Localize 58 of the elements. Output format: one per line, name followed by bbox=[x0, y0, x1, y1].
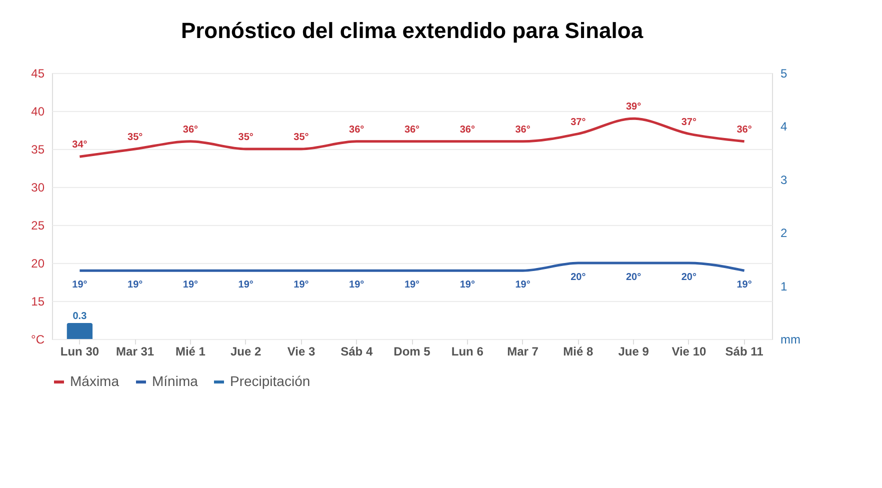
data-label: 36° bbox=[515, 124, 530, 136]
data-label: 20° bbox=[570, 272, 586, 283]
data-label: 0.3 bbox=[72, 311, 88, 322]
data-label: 37° bbox=[570, 116, 586, 128]
data-label: 36° bbox=[349, 124, 364, 136]
y2-tick-label: 3 bbox=[780, 172, 788, 187]
data-label: 35° bbox=[238, 132, 254, 143]
data-label: 36° bbox=[182, 124, 198, 136]
data-label: 19° bbox=[128, 280, 143, 291]
y-tick-label: °C bbox=[31, 332, 45, 346]
data-label: 19° bbox=[515, 280, 530, 291]
y-tick-label: 20 bbox=[31, 256, 45, 270]
y-tick-label: 35 bbox=[31, 142, 45, 156]
y2-tick-label: 1 bbox=[780, 279, 788, 294]
data-label: 19° bbox=[349, 280, 364, 291]
legend-label: Precipitación bbox=[230, 373, 310, 389]
x-tick-label: Vie 3 bbox=[287, 344, 316, 358]
chart-title: Pronóstico del clima extendido para Sinaloa bbox=[180, 18, 644, 43]
x-tick-label: Jue 2 bbox=[230, 344, 262, 358]
data-label: 39° bbox=[626, 102, 642, 113]
x-tick-label: Mié 8 bbox=[563, 344, 594, 358]
data-label: 36° bbox=[736, 124, 752, 136]
y2-tick-label: 2 bbox=[780, 226, 788, 240]
legend-label: Mínima bbox=[152, 373, 198, 389]
data-label: 20° bbox=[681, 272, 696, 283]
x-tick-label: Sáb 11 bbox=[725, 344, 764, 358]
y-tick-label: 45 bbox=[31, 66, 45, 80]
data-label: 36° bbox=[460, 124, 475, 136]
x-tick-label: Mié 1 bbox=[175, 344, 206, 358]
x-tick-label: Jue 9 bbox=[618, 344, 650, 358]
y2-tick-label: mm bbox=[780, 332, 800, 346]
data-label: 20° bbox=[626, 272, 642, 283]
data-label: 19° bbox=[182, 280, 198, 291]
x-tick-label: Mar 31 bbox=[116, 344, 154, 358]
data-label: 35° bbox=[128, 132, 143, 143]
data-label: 37° bbox=[681, 116, 696, 128]
x-tick-label: Vie 10 bbox=[672, 344, 706, 358]
y-tick-label: 25 bbox=[31, 218, 45, 232]
x-tick-label: Lun 30 bbox=[60, 344, 100, 358]
data-label: 19° bbox=[72, 280, 88, 291]
x-tick-label: Sáb 4 bbox=[340, 344, 373, 358]
x-tick-label: Dom 5 bbox=[394, 344, 431, 358]
data-label: 19° bbox=[238, 280, 254, 291]
x-tick-label: Mar 7 bbox=[507, 344, 539, 358]
data-label: 19° bbox=[294, 280, 309, 291]
data-label: 35° bbox=[294, 132, 309, 143]
data-label: 19° bbox=[460, 280, 475, 291]
data-label: 19° bbox=[736, 280, 752, 291]
x-tick-label: Lun 6 bbox=[451, 344, 484, 358]
y-tick-label: 30 bbox=[31, 180, 45, 194]
legend-label: Máxima bbox=[70, 373, 120, 389]
y2-tick-label: 4 bbox=[780, 120, 788, 134]
y-tick-label: 15 bbox=[31, 294, 45, 308]
y2-tick-label: 5 bbox=[780, 66, 788, 80]
data-label: 36° bbox=[404, 124, 420, 136]
data-label: 34° bbox=[72, 140, 88, 151]
y-tick-label: 40 bbox=[31, 104, 45, 118]
data-label: 19° bbox=[404, 280, 420, 291]
